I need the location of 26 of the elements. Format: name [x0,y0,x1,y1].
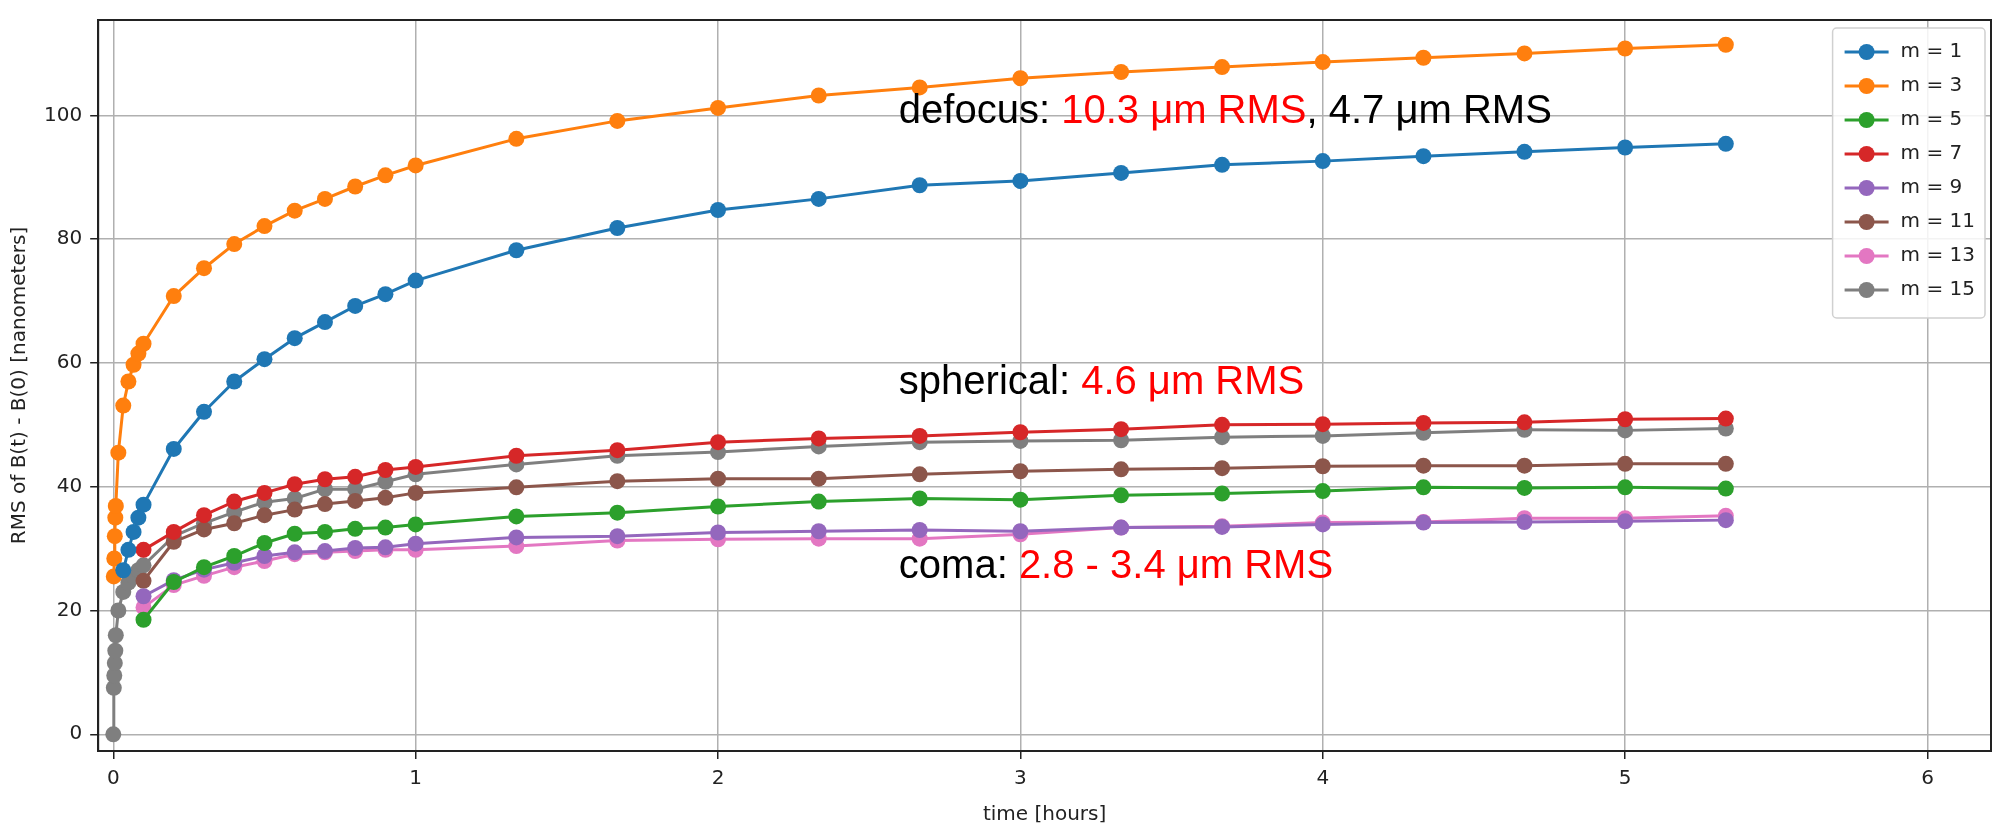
annotation: coma: 2.8 - 3.4 μm RMS [898,541,1334,586]
x-tick-label: 3 [1014,765,1027,790]
legend-label: m = 3 [1900,72,1963,97]
y-axis-title: RMS of B(t) - B(0) [nanometers] [6,226,31,545]
legend-label: m = 13 [1900,242,1975,267]
x-tick-label: 1 [409,765,423,790]
x-tick-label: 6 [1921,765,1934,790]
y-tick-label: 80 [56,225,83,250]
x-tick-label: 5 [1618,765,1632,790]
y-tick-label: 100 [43,101,83,126]
x-tick-label: 2 [711,765,725,790]
y-tick-label: 60 [56,349,83,374]
y-tick-label: 20 [56,596,83,621]
x-tick-label: 0 [106,765,120,790]
y-tick-label: 40 [56,472,83,497]
annotation: spherical: 4.6 μm RMS [898,358,1305,403]
legend-label: m = 5 [1900,106,1963,131]
legend-label: m = 9 [1900,174,1963,199]
annotation: defocus: 10.3 μm RMS, 4.7 μm RMS [898,87,1552,132]
x-tick-label: 4 [1316,765,1330,790]
x-axis-title: time [hours] [982,801,1107,826]
legend-label: m = 15 [1900,276,1975,301]
y-tick-label: 0 [69,720,83,745]
legend-label: m = 7 [1900,140,1963,165]
legend-label: m = 1 [1900,38,1963,63]
legend-label: m = 11 [1900,208,1975,233]
